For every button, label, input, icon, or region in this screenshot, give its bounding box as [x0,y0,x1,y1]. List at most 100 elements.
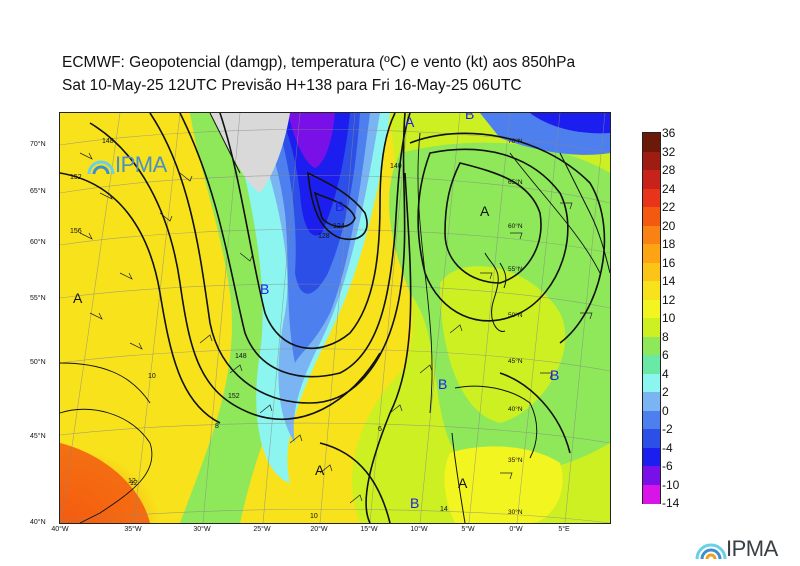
colorbar-tick-label: 4 [662,366,669,381]
colorbar-segment [643,392,660,411]
lon-label-25w: 25°W [253,526,271,533]
ipma-logo-inmap: IPMA [85,150,185,180]
colorbar-segment [643,318,660,337]
colorbar-segment [643,410,660,430]
low-center-3: B [438,376,447,392]
contour-label: 124 [333,223,345,230]
colorbar-tick-label: 20 [662,218,676,233]
lat-label-65n: 65°N [30,188,46,195]
high-center-1: A [73,290,83,306]
high-center-5: A [405,114,415,130]
colorbar-segment [643,207,660,226]
weather-map: A B B A B A A B B A B 148 152 156 124 12… [59,112,611,524]
colorbar-segment [643,429,660,448]
temperature-field-warm-uk [440,266,566,423]
colorbar-segment [643,151,660,171]
colorbar-tick-label: 16 [662,255,676,270]
contour-label: 156 [70,228,82,235]
coastlines [209,113,610,523]
contour-label: 148 [235,353,247,360]
high-center-3: A [315,462,325,478]
low-center-4: B [550,367,559,383]
colorbar-tick-label: 36 [662,126,676,140]
contour-label: 140 [390,163,402,170]
colorbar-tick-label: 6 [662,348,669,362]
geopotential-contours [60,113,606,523]
high-center-4: A [458,475,468,491]
contour-label: 14 [440,506,448,513]
inner-lat-label: 30°N [508,508,523,516]
colorbar-segment [643,262,660,282]
inner-lat-label: 40°N [508,405,523,413]
chart-title-line2: Sat 10-May-25 12UTC Previsão H+138 para … [62,77,522,94]
colorbar-tick-label: -10 [662,477,680,492]
inner-lat-label: 35°N [508,456,523,464]
temperature-colorbar [642,132,661,504]
low-center-5: B [410,495,419,511]
inner-lat-label: 60°N [508,222,523,230]
colorbar-tick-label: 0 [662,403,669,418]
temperature-field-ne-colder [530,113,610,134]
temperature-field-iberia [444,446,563,523]
lat-label-45n: 45°N [30,433,46,440]
colorbar-tick-label: 12 [662,292,676,307]
colorbar-segment [643,355,660,374]
chart-title-line1: ECMWF: Geopotencial (damgp), temperatura… [62,54,576,71]
colorbar-segment [643,170,660,189]
contour-label: 6 [378,426,382,433]
contour-label: 10 [148,373,156,380]
low-center-1: B [260,281,269,297]
lat-label-50n: 50°N [30,359,46,366]
inner-lat-label: 45°N [508,357,523,365]
lon-label-35w: 35°W [124,526,142,533]
lon-label-10w: 10°W [410,526,428,533]
colorbar-segment [643,244,660,263]
ipma-logo-text: IPMA [726,536,778,561]
inner-lat-label: 50°N [508,311,523,319]
contour-label: 152 [70,174,82,181]
lon-label-15w: 15°W [360,526,378,533]
colorbar-tick-label: 10 [662,311,676,325]
colorbar-tick-label: 22 [662,200,676,214]
graticule [60,113,610,523]
contour-label: 128 [318,233,330,240]
colorbar-segment [643,225,660,245]
ipma-logo-text: IPMA [115,152,167,177]
lon-label-0w: 0°W [509,526,523,533]
colorbar-tick-label: -6 [662,459,673,473]
lat-label-40n: 40°N [30,519,46,526]
ipma-arc-icon [87,160,115,175]
lat-label-70n: 70°N [30,141,46,148]
ipma-logo: IPMA [694,536,794,562]
lon-label-30w: 30°W [193,526,211,533]
ipma-arc-icon [695,543,727,560]
lon-label-20w: 20°W [310,526,328,533]
contour-label: 12 [128,478,136,485]
inner-lat-label: 65°N [508,178,523,186]
colorbar-segment [643,373,660,393]
contour-label: 148 [102,138,114,145]
lon-label-5e: 5°E [558,526,570,533]
colorbar-tick-label: -2 [662,422,673,436]
temperature-field-minus10 [288,113,335,168]
isotherm-contours [60,132,601,523]
lon-label-5w: 5°W [461,526,475,533]
lat-label-55n: 55°N [30,295,46,302]
contour-label: 10 [310,513,318,520]
low-center-6: B [465,113,474,122]
greenland-land [210,113,290,193]
colorbar-tick-label: 32 [662,144,676,159]
colorbar-segment [643,133,660,152]
colorbar-segment [643,299,660,319]
colorbar-segment [643,336,660,356]
contour-label: 8 [215,423,219,430]
inner-lat-label: 55°N [508,265,523,273]
colorbar-tick-label: 18 [662,237,676,251]
inner-lat-label: 70°N [508,137,523,145]
temperature-field-22 [60,443,150,523]
lon-label-40w: 40°W [51,526,69,533]
colorbar-tick-label: 14 [662,274,676,288]
colorbar-segment [643,281,660,300]
weather-map-graphic: A B B A B A A B B A B 148 152 156 124 12… [60,113,610,523]
contour-label: 12 [130,480,138,487]
